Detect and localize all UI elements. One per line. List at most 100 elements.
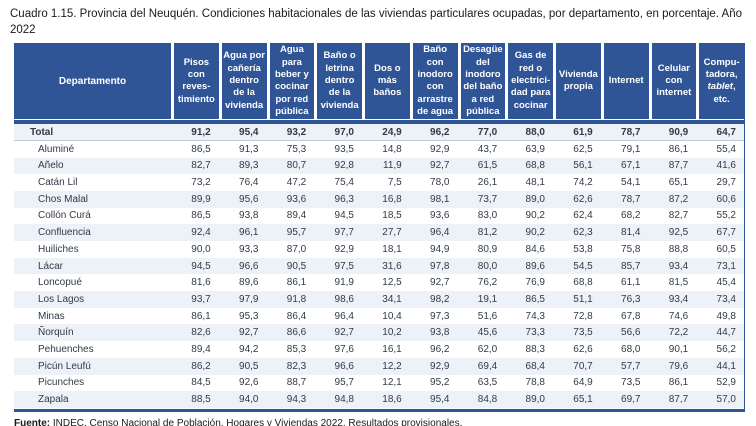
table-row: Lácar 94,5 96,6 90,5 97,5 31,6 97,8 80,0 89,6 54,… [14, 257, 744, 275]
cell-value: 89,9 [191, 193, 211, 205]
cell-value: 41,6 [716, 160, 736, 172]
cell-value: 76,9 [525, 277, 545, 289]
cell-value: 78,7 [621, 126, 641, 138]
cell-value: 14,8 [382, 143, 402, 155]
cell-value: 53,8 [573, 243, 593, 255]
cell-value: 90,0 [191, 243, 211, 255]
source-label: Fuente: [14, 417, 51, 426]
column-header-part: Agua para beber y cocinar por red públic… [274, 44, 309, 117]
cell-value: 65,1 [573, 394, 593, 406]
cell-value: 81,4 [621, 227, 641, 239]
cell-value: 73,3 [525, 327, 545, 339]
cell-value: 57,7 [621, 360, 641, 372]
cell-value: 94,5 [191, 260, 211, 272]
cell-value: 97,5 [334, 260, 354, 272]
column-header: Baño o letrina dentro de la vivienda [317, 43, 362, 120]
cell-value: 96,6 [334, 360, 354, 372]
cell-value: 92,7 [239, 327, 259, 339]
row-label: Ñorquín [38, 327, 74, 339]
cell-value: 62,5 [573, 143, 593, 155]
cell-value: 12,2 [382, 360, 402, 372]
column-header: Agua por cañería dentro de la vivienda [221, 43, 267, 120]
cell-value: 95,6 [239, 193, 259, 205]
cell-value: 86,2 [191, 360, 211, 372]
cell-value: 92,6 [239, 377, 259, 389]
cell-value: 68,8 [525, 160, 545, 172]
cell-value: 93,2 [286, 126, 307, 138]
table-row: Catán Lil 73,2 76,4 47,2 75,4 7,5 78,0 26,1 48,1… [14, 174, 744, 191]
cell-value: 67,1 [621, 160, 641, 172]
row-label: Añelo [38, 160, 64, 172]
cell-value: 48,1 [525, 177, 545, 189]
cell-value: 93,6 [430, 210, 450, 222]
column-header-part: Gas de red o electrici-dad para cocinar [510, 50, 551, 111]
table-row: Aluminé 86,5 91,3 75,3 93,5 14,8 92,9 43,7 63,9 6… [14, 141, 744, 158]
cell-value: 88,3 [525, 343, 545, 355]
cell-value: 90,1 [668, 343, 689, 355]
column-header-label: Baño o letrina dentro de la vivienda [318, 50, 361, 112]
cell-value: 64,9 [573, 377, 593, 389]
cell-value: 94,9 [430, 243, 450, 255]
cell-value: 89,6 [239, 277, 259, 289]
table-row: Los Lagos 93,7 97,9 91,8 98,6 34,1 98,2 19,1 86,… [14, 291, 744, 308]
table-row: Collón Curá 86,5 93,8 89,4 94,5 18,5 93,6 83,0 9… [14, 208, 744, 225]
column-header-part: Internet [608, 75, 644, 87]
cell-value: 93,3 [239, 243, 259, 255]
cell-value: 65,1 [668, 177, 689, 189]
cell-value: 98,1 [430, 193, 450, 205]
cell-value: 73,2 [191, 177, 211, 189]
table-body: Total 91,2 95,4 93,2 97,0 24,9 96,2 77,0 88,0 61,… [14, 124, 744, 408]
row-label: Picunches [38, 377, 85, 389]
row-label: Lácar [38, 260, 64, 272]
column-header-label: Internet [609, 75, 644, 87]
cell-value: 85,3 [286, 343, 307, 355]
cell-value: 73,1 [716, 260, 736, 272]
cell-value: 77,0 [477, 126, 498, 138]
cell-value: 74,6 [668, 310, 689, 322]
cell-value: 86,5 [191, 210, 211, 222]
cell-value: 63,5 [477, 377, 498, 389]
column-header-label: Desagüe del inodoro del baño a red públi… [462, 44, 505, 118]
cell-value: 94,5 [334, 210, 354, 222]
cell-value: 80,0 [477, 260, 498, 272]
cell-value: 97,8 [430, 260, 450, 272]
cell-value: 86,1 [668, 143, 689, 155]
row-label: Picún Leufú [38, 360, 91, 372]
cell-value: 68,4 [525, 360, 545, 372]
column-header-part: Agua por cañería dentro de la vivienda [223, 50, 265, 111]
cell-value: 95,3 [239, 310, 259, 322]
cell-value: 54,5 [573, 260, 593, 272]
cell-value: 55,2 [716, 210, 736, 222]
cell-value: 62,3 [573, 227, 593, 239]
cell-value: 97,3 [430, 310, 450, 322]
cell-value: 49,8 [716, 310, 736, 322]
cell-value: 68,2 [621, 210, 641, 222]
cell-value: 86,4 [286, 310, 307, 322]
table-row-total: Total 91,2 95,4 93,2 97,0 24,9 96,2 77,0 88,0 61,… [14, 124, 744, 141]
cell-value: 24,9 [382, 126, 402, 138]
table-row: Loncopué 81,6 89,6 86,1 91,9 12,5 92,7 76,2 76,9… [14, 274, 744, 291]
cell-value: 91,8 [286, 293, 307, 305]
cell-value: 87,2 [668, 193, 689, 205]
cell-value: 87,7 [668, 394, 689, 406]
table-row: Picunches 84,5 92,6 88,7 95,7 12,1 95,2 63,5 78,… [14, 375, 744, 392]
column-header-departamento: Departamento [14, 43, 171, 120]
cell-value: 96,2 [430, 343, 450, 355]
table-row: Chos Malal 89,9 95,6 93,6 96,3 16,8 98,1 73,7 89… [14, 190, 744, 208]
cell-value: 80,9 [477, 243, 498, 255]
cell-value: 10,2 [382, 327, 402, 339]
cell-value: 89,4 [191, 343, 211, 355]
row-label: Los Lagos [38, 293, 85, 305]
cell-value: 91,3 [239, 143, 259, 155]
column-header: Dos o más baños [365, 43, 410, 120]
cell-value: 69,4 [477, 360, 498, 372]
cell-value: 45,4 [716, 277, 736, 289]
cell-value: 93,6 [286, 193, 307, 205]
column-header-label: Celular con internet [653, 63, 696, 100]
cell-value: 68,0 [621, 343, 641, 355]
cell-value: 61,5 [477, 160, 498, 172]
cell-value: 93,4 [668, 260, 689, 272]
cell-value: 18,5 [382, 210, 402, 222]
cell-value: 76,2 [477, 277, 498, 289]
column-header-part: Compu-tadora, [703, 56, 740, 80]
